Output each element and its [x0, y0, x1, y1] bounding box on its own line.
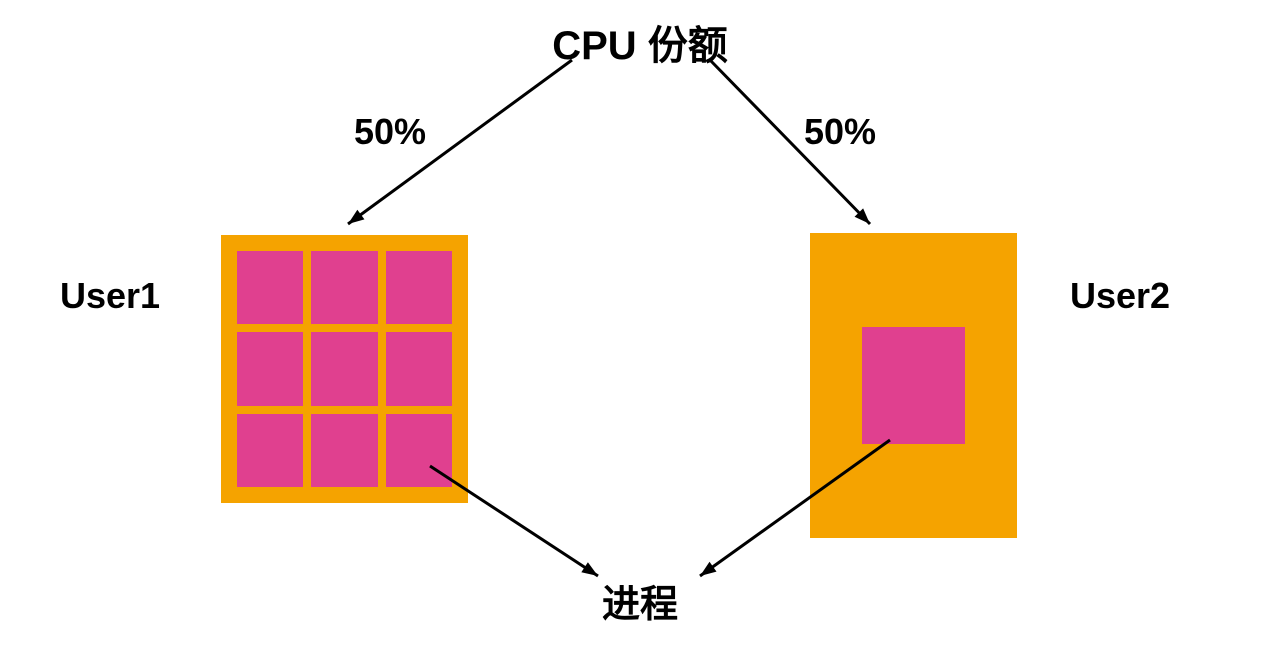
percent-left-label: 50% — [354, 111, 426, 153]
title-label: CPU 份额 — [552, 13, 728, 71]
user1-process-cell — [386, 332, 452, 405]
arrows-layer — [0, 0, 1280, 650]
user1-grid — [237, 251, 452, 487]
user1-process-cell — [386, 251, 452, 324]
user1-process-cell — [237, 332, 303, 405]
user1-box — [221, 235, 468, 503]
process-label: 进程 — [602, 573, 678, 628]
user1-process-cell — [386, 414, 452, 487]
user1-label: User1 — [60, 275, 160, 317]
user1-process-cell — [237, 414, 303, 487]
diagram-stage: CPU 份额 50% 50% User1 User2 进程 — [0, 0, 1280, 650]
user1-process-cell — [311, 332, 377, 405]
user1-process-cell — [311, 414, 377, 487]
user1-process-cell — [237, 251, 303, 324]
user2-label: User2 — [1070, 275, 1170, 317]
percent-right-label: 50% — [804, 111, 876, 153]
user2-inner — [862, 327, 965, 444]
user1-process-cell — [311, 251, 377, 324]
